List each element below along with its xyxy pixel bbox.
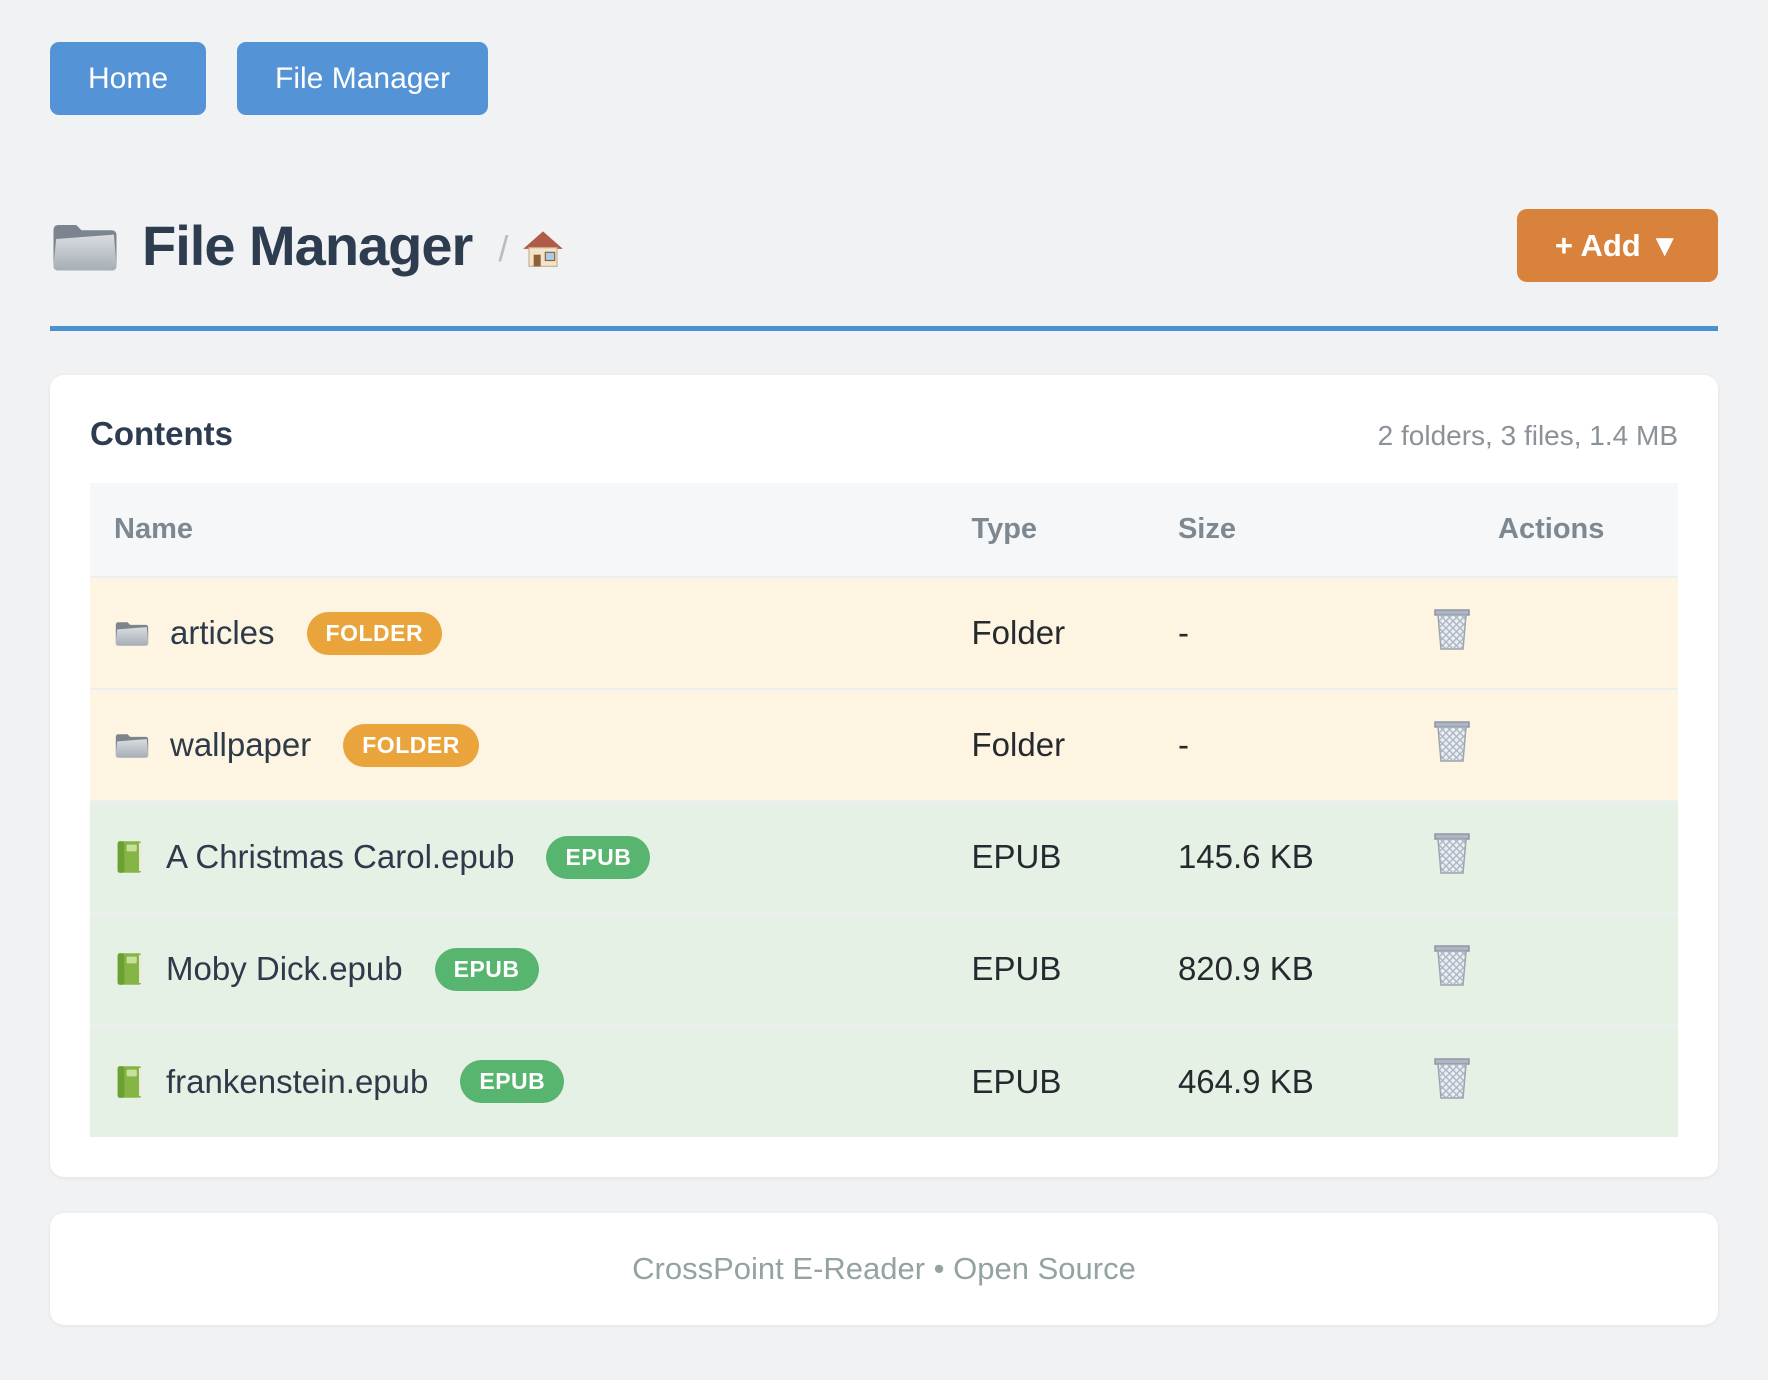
book-icon	[114, 951, 146, 987]
contents-card: Contents 2 folders, 3 files, 1.4 MB Name…	[50, 375, 1718, 1177]
item-size: -	[1154, 689, 1408, 801]
folder-icon	[114, 617, 150, 649]
table-row-wallpaper: wallpaper FOLDER Folder -	[90, 689, 1678, 801]
type-badge: EPUB	[435, 948, 539, 991]
table-row-articles: articles FOLDER Folder -	[90, 577, 1678, 689]
table-row-christmas-carol: A Christmas Carol.epub EPUB EPUB 145.6 K…	[90, 801, 1678, 913]
folder-icon	[114, 729, 150, 761]
home-button[interactable]: Home	[50, 42, 206, 115]
item-size: 464.9 KB	[1154, 1025, 1408, 1137]
contents-title: Contents	[90, 415, 233, 453]
table-row-frankenstein: frankenstein.epub EPUB EPUB 464.9 KB	[90, 1025, 1678, 1137]
column-header-name: Name	[90, 483, 948, 577]
type-badge: EPUB	[546, 836, 650, 879]
trash-icon	[1432, 607, 1472, 651]
table-row-moby-dick: Moby Dick.epub EPUB EPUB 820.9 KB	[90, 913, 1678, 1025]
book-icon	[114, 1064, 146, 1100]
item-type: Folder	[948, 577, 1154, 689]
footer: CrossPoint E-Reader • Open Source	[50, 1213, 1718, 1325]
item-type: Folder	[948, 689, 1154, 801]
file-manager-page: Home File Manager File Manager / + Add ▼…	[0, 0, 1768, 1325]
file-table-header: Name Type Size Actions	[90, 483, 1678, 577]
trash-icon	[1432, 831, 1472, 875]
footer-text: CrossPoint E-Reader • Open Source	[632, 1251, 1136, 1287]
item-size: 145.6 KB	[1154, 801, 1408, 913]
column-header-type: Type	[948, 483, 1154, 577]
item-size: 820.9 KB	[1154, 913, 1408, 1025]
item-name-link[interactable]: wallpaper	[170, 726, 311, 764]
add-button[interactable]: + Add ▼	[1517, 209, 1718, 282]
column-header-actions: Actions	[1408, 483, 1678, 577]
delete-button[interactable]	[1432, 1056, 1472, 1100]
delete-button[interactable]	[1432, 719, 1472, 763]
breadcrumb-separator: /	[498, 228, 508, 270]
type-badge: EPUB	[460, 1060, 564, 1103]
column-header-size: Size	[1154, 483, 1408, 577]
file-manager-button[interactable]: File Manager	[237, 42, 488, 115]
trash-icon	[1432, 1056, 1472, 1100]
item-type: EPUB	[948, 1025, 1154, 1137]
delete-button[interactable]	[1432, 831, 1472, 875]
book-icon	[114, 839, 146, 875]
item-name-link[interactable]: articles	[170, 614, 275, 652]
page-header: File Manager / + Add ▼	[50, 209, 1718, 282]
top-nav: Home File Manager	[50, 42, 1718, 115]
item-name-link[interactable]: A Christmas Carol.epub	[166, 838, 514, 876]
item-size: -	[1154, 577, 1408, 689]
item-type: EPUB	[948, 913, 1154, 1025]
contents-card-header: Contents 2 folders, 3 files, 1.4 MB	[90, 415, 1678, 453]
title-divider	[50, 326, 1718, 331]
page-title: File Manager	[142, 213, 472, 278]
trash-icon	[1432, 943, 1472, 987]
trash-icon	[1432, 719, 1472, 763]
type-badge: FOLDER	[307, 612, 443, 655]
folder-icon	[50, 217, 120, 275]
house-icon[interactable]	[522, 230, 564, 270]
delete-button[interactable]	[1432, 607, 1472, 651]
item-type: EPUB	[948, 801, 1154, 913]
delete-button[interactable]	[1432, 943, 1472, 987]
item-name-link[interactable]: frankenstein.epub	[166, 1063, 428, 1101]
file-table: Name Type Size Actions articles	[90, 483, 1678, 1137]
contents-summary: 2 folders, 3 files, 1.4 MB	[1378, 420, 1678, 452]
item-name-link[interactable]: Moby Dick.epub	[166, 950, 403, 988]
type-badge: FOLDER	[343, 724, 479, 767]
